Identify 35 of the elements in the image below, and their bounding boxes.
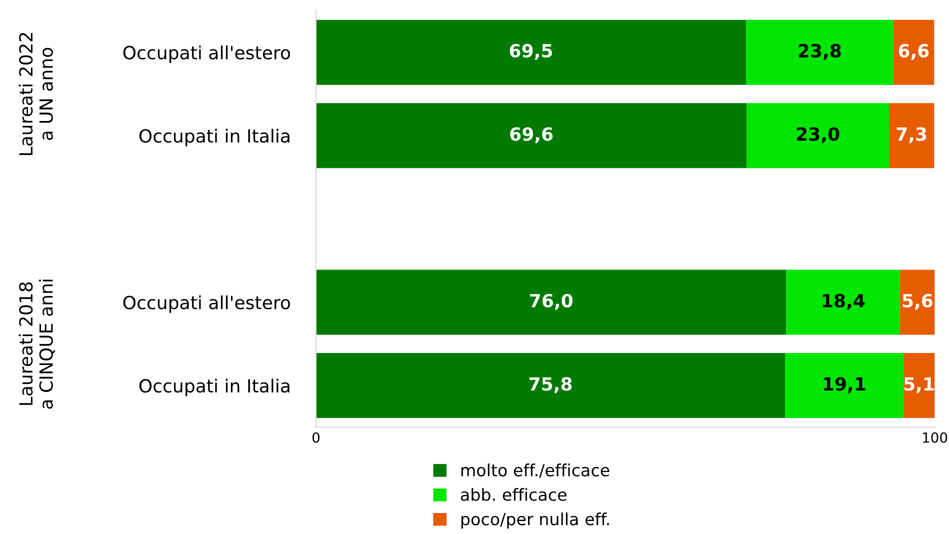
data-label: 18,4 [822, 294, 865, 310]
legend-label: molto eff./efficace [461, 464, 610, 478]
data-label: 5,6 [902, 294, 932, 310]
bar [316, 353, 786, 418]
data-label: 5,1 [904, 377, 934, 394]
bar [786, 270, 900, 335]
data-label: 76,0 [530, 294, 573, 310]
legend-label: poco/per nulla eff. [461, 512, 609, 529]
data-label: 6,6 [898, 44, 929, 60]
text: Laureati 2022 a UN anno [18, 33, 53, 155]
bar [888, 103, 934, 168]
data-label: 23,0 [796, 127, 840, 144]
bar [316, 103, 747, 168]
y-tick-label: Occupati all'estero [123, 45, 290, 63]
y-tick-label: Occupati in Italia [139, 378, 290, 396]
bar [785, 353, 904, 418]
data-label: 69,6 [510, 127, 553, 144]
bar [903, 353, 935, 418]
y-tick-label: Occupati in Italia [139, 128, 290, 146]
x-tick-label: 100 [923, 432, 948, 443]
x-tick-label: 0 [312, 432, 320, 443]
data-label: 19,1 [824, 377, 866, 394]
bar [746, 103, 889, 168]
data-label: 69,5 [510, 44, 552, 60]
bar [746, 20, 894, 85]
data-label: 23,8 [798, 44, 841, 60]
bar [316, 270, 786, 335]
y-tick-label: Occupati all'estero [123, 295, 290, 313]
bar [893, 20, 934, 85]
bar [316, 20, 746, 85]
bar [900, 270, 935, 335]
text: Laureati 2018 a CINQUE anni [18, 280, 55, 409]
data-label: 7,3 [896, 127, 926, 144]
data-label: 75,8 [529, 377, 572, 394]
legend-label: abb. efficace [460, 488, 566, 501]
